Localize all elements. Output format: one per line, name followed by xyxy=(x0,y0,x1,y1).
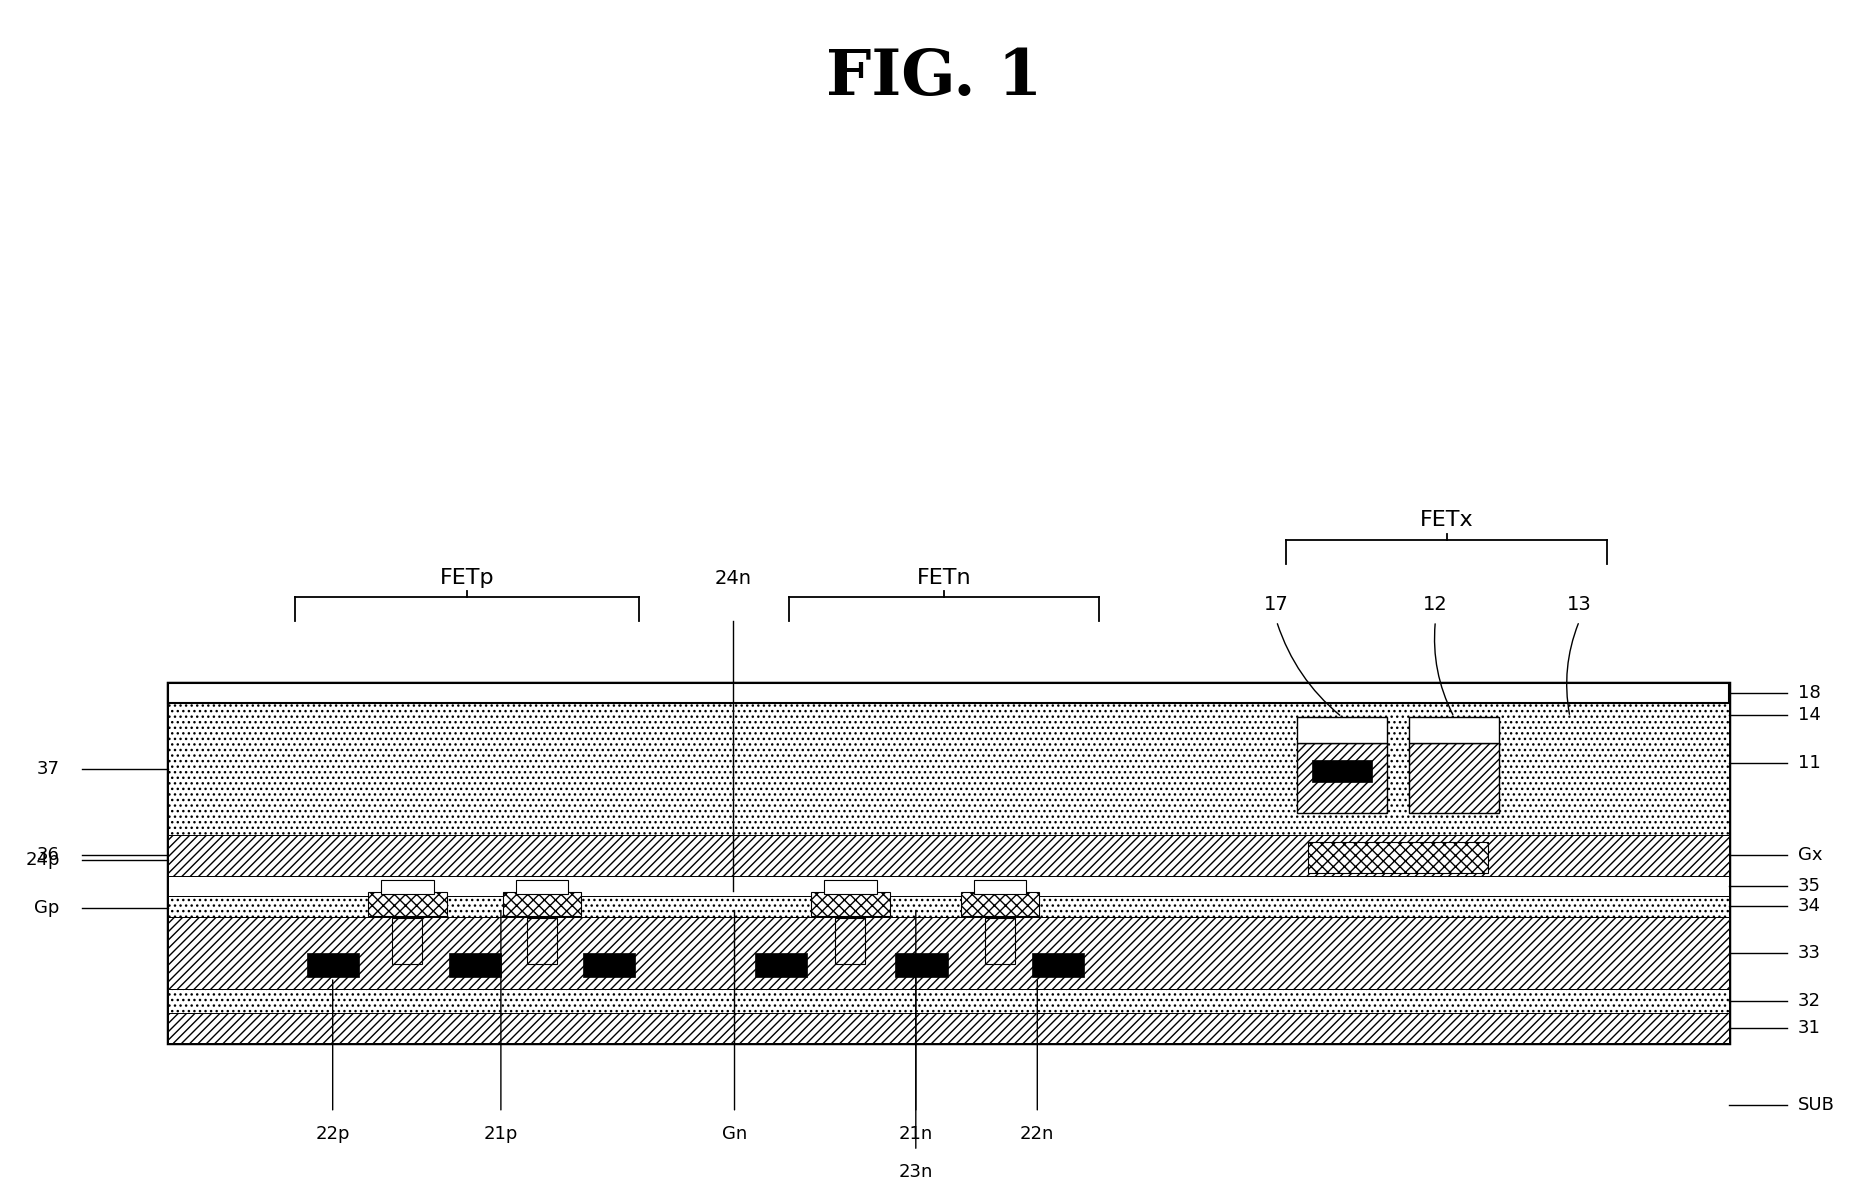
Bar xyxy=(503,892,581,916)
Text: 21p: 21p xyxy=(484,1125,518,1143)
Text: FETp: FETp xyxy=(439,567,495,588)
Text: 24p: 24p xyxy=(26,850,60,869)
Text: 17: 17 xyxy=(1263,595,1290,614)
Text: 13: 13 xyxy=(1566,595,1592,614)
Bar xyxy=(168,896,1729,917)
Bar xyxy=(168,683,1729,1043)
Text: 31: 31 xyxy=(1798,1019,1820,1037)
Bar xyxy=(368,892,447,916)
Text: 22n: 22n xyxy=(1020,1125,1054,1143)
Bar xyxy=(307,953,359,977)
Bar xyxy=(168,917,1729,989)
Bar xyxy=(824,880,877,894)
Bar xyxy=(516,880,568,894)
Bar xyxy=(835,918,865,964)
Text: Gp: Gp xyxy=(34,898,60,917)
Text: 32: 32 xyxy=(1798,992,1820,1011)
Bar xyxy=(449,953,501,977)
Bar xyxy=(168,683,1729,703)
Text: 18: 18 xyxy=(1798,683,1820,703)
Bar xyxy=(1297,743,1387,813)
Bar xyxy=(974,880,1026,894)
Bar xyxy=(1032,953,1084,977)
Bar xyxy=(527,918,557,964)
Bar xyxy=(583,953,635,977)
Text: FETn: FETn xyxy=(916,567,972,588)
Text: 14: 14 xyxy=(1798,705,1820,724)
Bar xyxy=(961,892,1039,916)
Bar xyxy=(381,880,434,894)
Bar xyxy=(1308,842,1488,873)
Bar xyxy=(168,989,1729,1013)
Text: 37: 37 xyxy=(37,759,60,778)
Bar xyxy=(1409,743,1499,813)
Bar xyxy=(1297,717,1387,743)
Bar xyxy=(1409,717,1499,743)
Text: 12: 12 xyxy=(1422,595,1448,614)
Bar xyxy=(755,953,807,977)
Bar xyxy=(1312,760,1372,782)
Text: 23n: 23n xyxy=(899,1163,933,1181)
Text: Gn: Gn xyxy=(721,1125,748,1143)
Text: SUB: SUB xyxy=(1798,1096,1835,1115)
Bar xyxy=(168,703,1729,835)
Text: 22p: 22p xyxy=(316,1125,350,1143)
Text: FIG. 1: FIG. 1 xyxy=(826,48,1043,108)
Bar xyxy=(895,953,948,977)
Bar xyxy=(168,835,1729,876)
Bar xyxy=(392,918,422,964)
Text: Gx: Gx xyxy=(1798,846,1822,864)
Text: 11: 11 xyxy=(1798,753,1820,772)
Text: 35: 35 xyxy=(1798,876,1820,896)
Text: 36: 36 xyxy=(37,846,60,864)
Text: 24n: 24n xyxy=(714,568,751,588)
Text: 33: 33 xyxy=(1798,944,1820,963)
Text: 21n: 21n xyxy=(899,1125,933,1143)
Bar xyxy=(985,918,1015,964)
Bar xyxy=(811,892,890,916)
Text: 34: 34 xyxy=(1798,897,1820,916)
Text: FETx: FETx xyxy=(1420,510,1473,530)
Bar xyxy=(168,876,1729,896)
Bar xyxy=(168,1013,1729,1043)
